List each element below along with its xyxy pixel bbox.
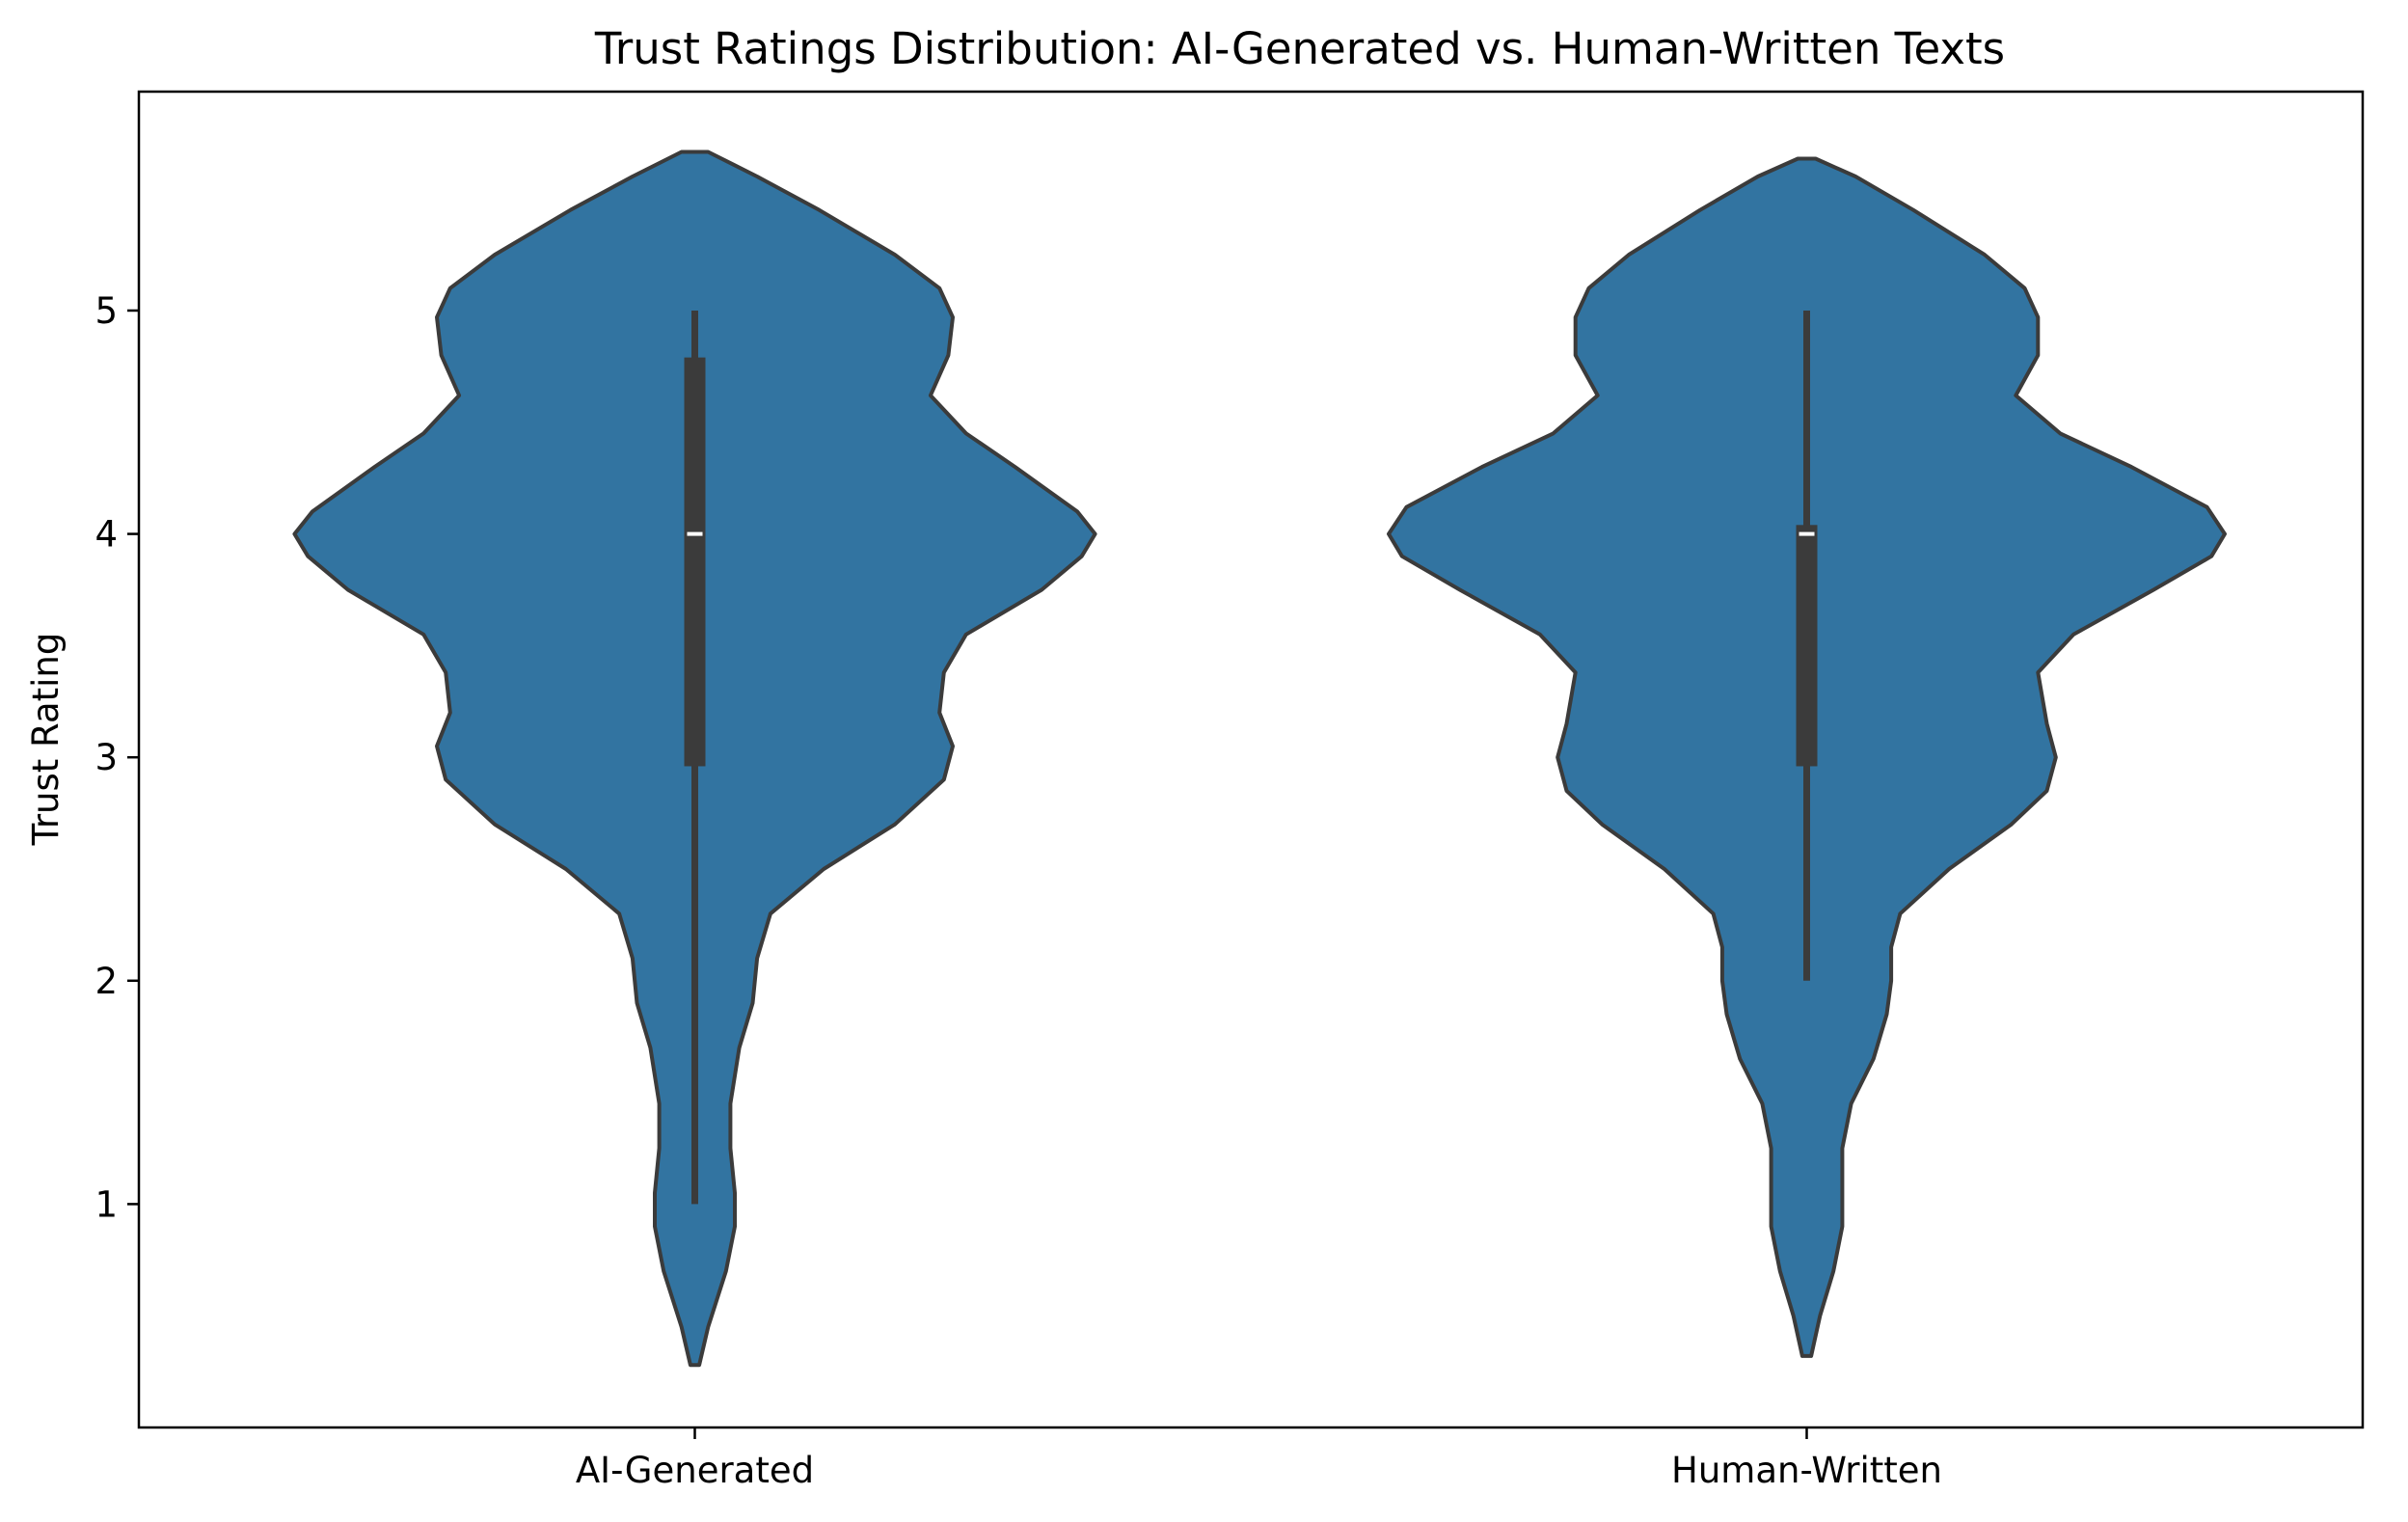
x-tick-label: AI-Generated	[576, 1450, 814, 1491]
y-tick-label: 1	[95, 1183, 118, 1225]
plot-area	[292, 149, 2227, 1368]
y-tick-label: 5	[95, 290, 118, 332]
chart-title: Trust Ratings Distribution: AI-Generated…	[594, 23, 2005, 74]
iqr-box-ai-generated	[684, 357, 706, 767]
y-tick-label: 2	[95, 961, 118, 1002]
y-axis-label: Trust Rating	[25, 633, 67, 847]
axes: 1 2 3 4 5 AI-Generated Human-Written	[95, 290, 1942, 1491]
y-tick-label: 3	[95, 737, 118, 778]
y-tick-label: 4	[95, 514, 118, 556]
iqr-box-human-written	[1796, 525, 1818, 767]
x-tick-label: Human-Written	[1671, 1450, 1942, 1491]
plot-frame	[137, 90, 2365, 1429]
